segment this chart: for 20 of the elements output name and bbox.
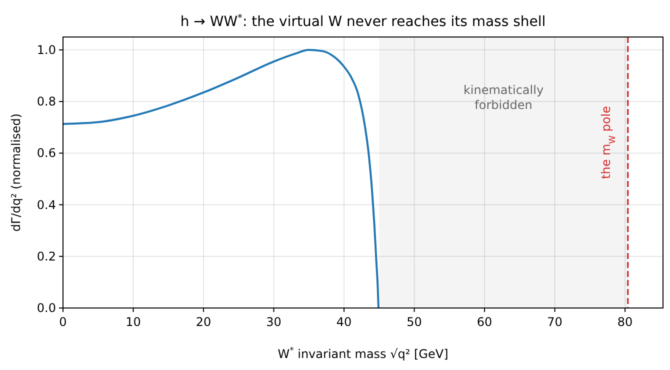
y-tick-label: 0.6: [36, 146, 56, 160]
chart-title: h → WW$^{*}$: the virtual W never reaches its mass shell: [180, 12, 546, 30]
band-label: kinematically forbidden: [463, 82, 544, 112]
x-tick-label: 0: [59, 315, 67, 329]
x-axis-title: W$^{*}$ invariant mass √q² [GeV]: [278, 345, 448, 361]
y-tick-label: 1.0: [36, 42, 56, 57]
x-tick-label: 10: [126, 315, 141, 329]
y-axis-title: dΓ/dq² (normalised): [9, 113, 23, 232]
y-tick-label: 0.2: [36, 249, 56, 264]
x-tick-label: 80: [617, 315, 633, 329]
line-series: [62, 48, 380, 309]
x-tick-label: 30: [266, 315, 282, 329]
x-tick-label: 20: [196, 315, 212, 329]
x-tick-label: 60: [476, 315, 492, 329]
y-tick-label: 0.4: [36, 198, 56, 212]
y-tick-label: 0.8: [36, 94, 56, 109]
x-tick-label: 40: [336, 315, 352, 329]
y-tick-label: 0.0: [36, 301, 56, 315]
x-tick-label: 50: [406, 315, 422, 329]
x-tick-label: 70: [547, 315, 562, 329]
